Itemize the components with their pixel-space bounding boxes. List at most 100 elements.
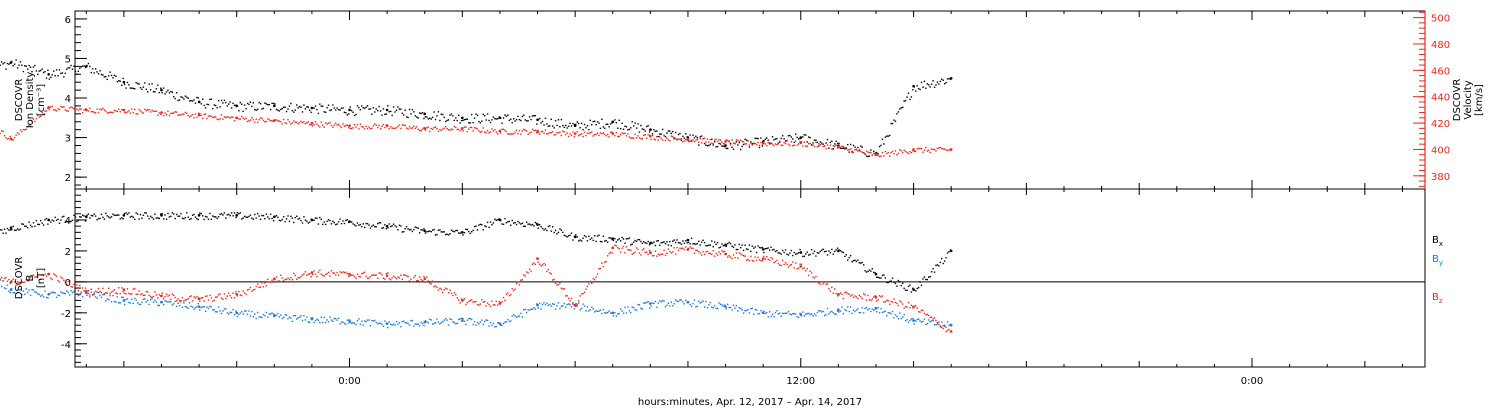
density-trace-dot	[883, 143, 885, 145]
by-trace-dot	[857, 308, 859, 310]
by-trace-dot	[518, 315, 521, 317]
velocity-trace-dot	[259, 117, 262, 119]
bx-trace-dot	[634, 239, 636, 242]
bz-trace-dot	[783, 263, 785, 266]
by-trace-dot	[243, 310, 246, 312]
by-trace-dot	[291, 320, 294, 323]
density-trace-dot	[504, 114, 506, 116]
velocity-trace-dot	[303, 120, 305, 123]
by-trace-dot	[359, 323, 362, 325]
density-point	[122, 80, 126, 84]
velocity-trace-dot	[280, 121, 282, 123]
bz-trace-dot	[278, 280, 281, 282]
velocity-trace-dot	[874, 153, 876, 155]
bz-trace-dot	[110, 291, 113, 293]
density-trace-dot	[528, 116, 531, 118]
bx-trace-dot	[792, 254, 794, 257]
velocity-trace-dot	[708, 141, 710, 143]
velocity-trace-dot	[893, 152, 895, 155]
by-trace-dot	[478, 323, 480, 325]
bx-trace-dot	[718, 247, 720, 249]
bx-trace-dot	[886, 281, 888, 284]
bx-trace-dot	[744, 244, 746, 246]
bz-trace-dot	[371, 274, 373, 276]
velocity-trace-dot	[541, 130, 544, 133]
density-trace-dot	[660, 133, 662, 136]
legend-bx-subscript: x	[1439, 240, 1443, 248]
density-trace-dot	[363, 107, 366, 110]
by-trace-dot	[606, 311, 609, 314]
by-trace-dot	[376, 323, 379, 325]
bz-trace-dot	[784, 261, 787, 264]
by-trace-dot	[126, 298, 129, 300]
by-trace-dot	[670, 301, 672, 303]
density-trace-dot	[582, 128, 584, 131]
bz-trace-dot	[680, 247, 683, 250]
density-trace-dot	[679, 132, 681, 135]
by-trace-dot	[497, 322, 499, 324]
density-trace-dot	[343, 111, 346, 114]
bz-trace-dot	[421, 279, 424, 282]
density-trace-dot	[842, 147, 845, 149]
bx-trace-dot	[39, 219, 42, 222]
density-trace-dot	[565, 124, 567, 127]
velocity-trace-dot	[125, 112, 127, 114]
velocity-trace-dot	[180, 114, 182, 116]
by-trace-dot	[118, 302, 120, 304]
bx-trace-dot	[342, 220, 344, 222]
velocity-trace-dot	[886, 152, 888, 155]
velocity-trace-dot	[71, 107, 74, 109]
velocity-trace-dot	[309, 124, 311, 126]
bz-trace-dot	[349, 274, 351, 277]
bx-trace-dot	[239, 212, 241, 214]
bz-trace-dot	[915, 305, 917, 307]
bz-trace-dot	[350, 274, 353, 277]
density-axis-label: DSCOVR Ion Density [cm⁻³]	[14, 72, 47, 129]
by-trace-dot	[598, 310, 600, 312]
velocity-tick-label: 500	[1431, 14, 1450, 25]
bx-trace-dot	[738, 243, 740, 246]
by-trace-dot	[362, 324, 364, 326]
bx-trace-dot	[442, 231, 444, 233]
density-trace-dot	[835, 140, 837, 142]
density-trace-dot	[47, 69, 49, 71]
bx-trace-dot	[200, 212, 202, 215]
velocity-trace-dot	[144, 108, 146, 111]
bx-trace-dot	[126, 213, 129, 216]
bx-trace-dot	[193, 213, 195, 216]
velocity-point	[197, 113, 201, 117]
bx-trace-dot	[216, 217, 218, 220]
velocity-trace-dot	[787, 143, 790, 146]
by-trace-dot	[507, 318, 509, 321]
density-trace-dot	[630, 127, 632, 129]
bx-trace-dot	[337, 221, 340, 223]
density-trace-dot	[193, 99, 195, 101]
bz-trace-dot	[929, 316, 931, 319]
by-trace-dot	[186, 306, 188, 308]
velocity-trace-dot	[742, 141, 745, 143]
bz-trace-dot	[528, 268, 531, 270]
velocity-trace-dot	[184, 111, 187, 114]
velocity-trace-dot	[867, 151, 869, 153]
density-trace-dot	[376, 109, 379, 112]
bx-trace-dot	[11, 228, 13, 231]
by-trace-dot	[599, 309, 602, 311]
density-trace-dot	[774, 138, 777, 140]
by-trace-dot	[640, 307, 642, 310]
bx-trace-dot	[335, 223, 337, 226]
by-trace-dot	[381, 323, 383, 325]
bx-trace-dot	[566, 236, 568, 238]
bx-trace-dot	[779, 252, 781, 254]
velocity-trace-dot	[592, 135, 594, 137]
density-trace-dot	[29, 66, 32, 68]
velocity-trace-dot	[595, 133, 597, 135]
bz-trace-dot	[45, 275, 48, 277]
bz-trace-dot	[440, 288, 443, 290]
density-trace-dot	[122, 77, 124, 80]
bz-trace-dot	[604, 261, 606, 263]
bz-trace-dot	[437, 289, 440, 291]
density-trace-dot	[145, 88, 147, 91]
velocity-trace-dot	[116, 110, 119, 113]
bx-trace-dot	[405, 226, 408, 228]
bx-trace-dot	[472, 229, 474, 232]
